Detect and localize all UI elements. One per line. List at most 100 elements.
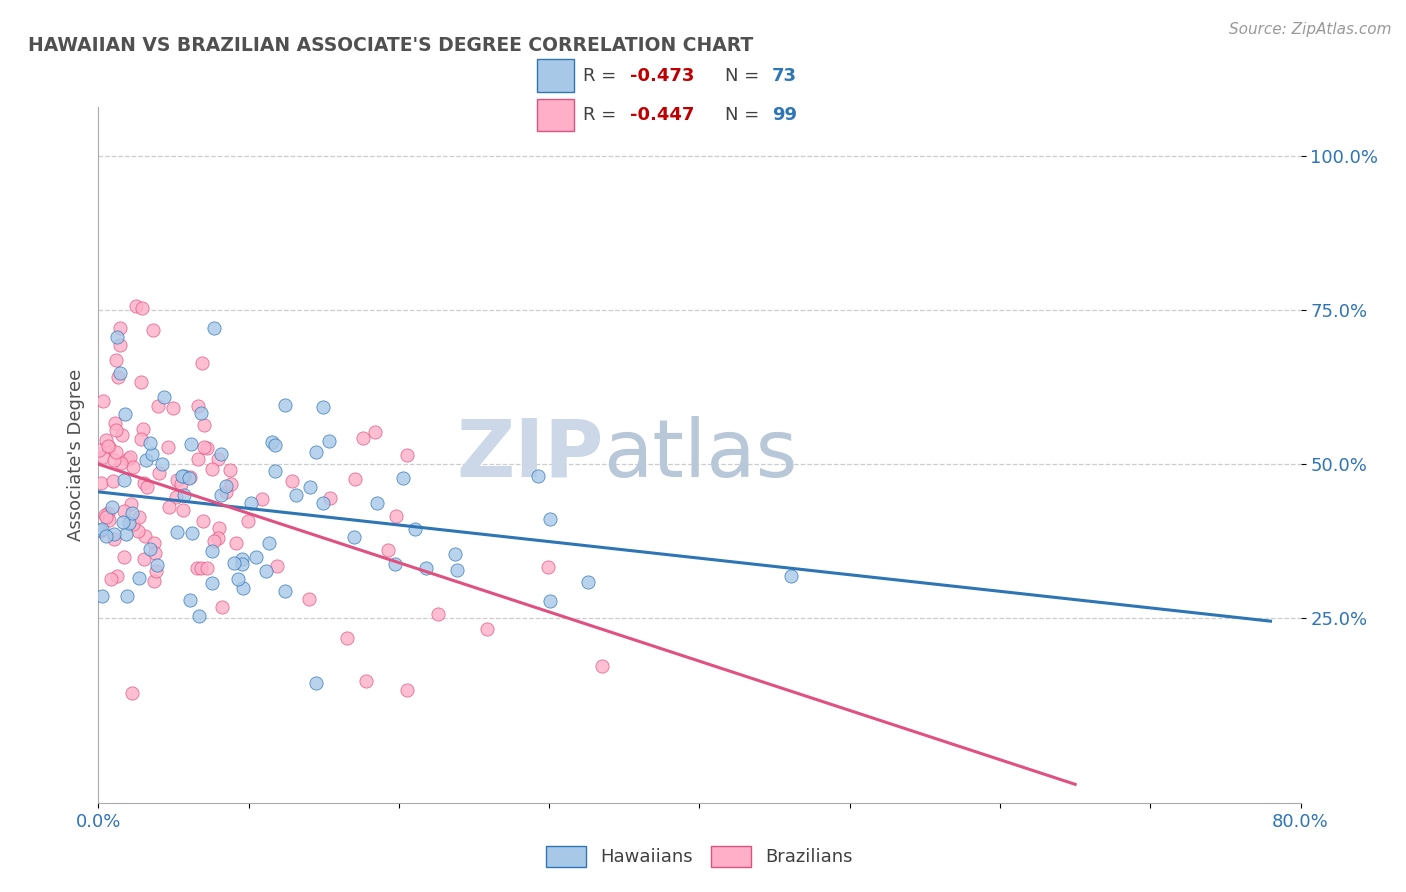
Point [384,557,406,571]
Point [122,460,145,475]
Bar [537,99,574,131]
Point [209,447,232,461]
Bar [537,60,574,92]
Point [207,532,229,546]
Point [193,440,215,454]
Point [208,521,231,535]
Point [112,504,135,518]
Point [343,472,366,486]
Point [131,301,153,316]
Point [186,561,208,575]
Point [100,572,122,586]
Point [385,508,408,523]
Point [132,475,155,490]
Point [364,425,387,439]
Point [143,536,166,550]
Point [101,474,124,488]
Point [209,488,232,502]
Point [172,503,194,517]
Point [193,417,215,432]
Point [537,560,560,574]
Point [118,516,141,531]
Point [94,433,117,447]
Point [240,495,263,509]
Point [179,471,201,485]
Text: Source: ZipAtlas.com: Source: ZipAtlas.com [1229,22,1392,37]
Point [107,370,129,384]
Point [152,458,174,472]
Point [263,465,285,479]
Point [112,549,135,564]
Point [139,541,162,556]
Point [117,451,139,466]
Point [94,508,117,522]
Point [129,432,152,446]
Point [352,432,374,446]
Point [576,575,599,590]
Point [103,452,125,467]
Point [395,448,418,462]
Point [121,686,143,700]
Point [91,450,114,464]
Point [98,440,121,454]
Point [274,398,297,412]
Point [148,466,170,480]
Point [285,488,308,502]
Point [129,375,152,389]
Point [166,524,188,539]
Point [201,543,224,558]
Point [232,581,254,595]
Point [146,558,169,572]
Point [120,497,142,511]
Point [179,593,201,607]
Point [186,400,208,414]
Point [354,674,377,689]
Point [188,608,211,623]
Point [225,535,247,549]
Point [319,491,342,505]
Point [127,524,149,538]
Point [343,530,366,544]
Point [121,506,143,520]
Point [201,461,224,475]
Text: ZIP: ZIP [456,416,603,494]
Point [105,330,128,344]
Point [111,427,134,442]
Point [395,682,418,697]
Point [97,513,120,527]
Point [125,299,148,313]
Point [103,532,125,546]
Point [312,400,335,414]
Point [112,474,135,488]
Point [121,516,143,531]
Point [231,551,253,566]
Point [211,600,233,615]
Point [108,320,131,334]
Text: R =: R = [583,106,623,124]
Point [90,475,112,490]
Point [231,557,253,571]
Point [195,561,218,575]
Point [264,438,287,452]
Text: HAWAIIAN VS BRAZILIAN ASSOCIATE'S DEGREE CORRELATION CHART: HAWAIIAN VS BRAZILIAN ASSOCIATE'S DEGREE… [28,36,754,54]
Point [446,563,468,577]
Point [132,422,155,436]
Point [404,522,426,536]
Point [173,488,195,502]
Point [170,477,193,491]
Text: 73: 73 [772,67,797,85]
Point [591,659,613,673]
Point [128,510,150,524]
Point [202,321,225,335]
Point [259,536,281,550]
Point [527,468,550,483]
Text: -0.447: -0.447 [630,106,695,124]
Text: atlas: atlas [603,416,797,494]
Point [128,570,150,584]
Point [236,514,259,528]
Point [90,524,112,538]
Point [190,406,212,420]
Legend: Hawaiians, Brazilians: Hawaiians, Brazilians [538,838,860,874]
Point [224,556,246,570]
Point [143,574,166,589]
